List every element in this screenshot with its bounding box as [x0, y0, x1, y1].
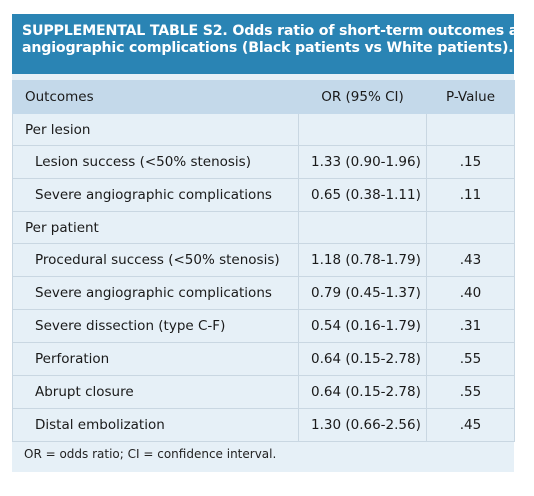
or-ci-cell: 1.30 (0.66-2.56) — [298, 408, 427, 442]
odds-ratio-table: Outcomes OR (95% CI) P-Value Per lesion … — [12, 80, 515, 442]
section-row-per-lesion: Per lesion — [12, 113, 515, 146]
table-row: Distal embolization 1.30 (0.66-2.56) .45 — [12, 408, 515, 442]
table-title-line-2: angiographic complications (Black patien… — [22, 40, 514, 56]
column-header-or-ci: OR (95% CI) — [298, 80, 427, 114]
p-value-cell: .15 — [426, 145, 515, 179]
p-value-cell: .40 — [426, 276, 515, 310]
outcome-cell: Lesion success (<50% stenosis) — [12, 145, 299, 179]
or-ci-cell: 0.64 (0.15-2.78) — [298, 375, 427, 409]
or-ci-cell: 1.33 (0.90-1.96) — [298, 145, 427, 179]
table-row: Perforation 0.64 (0.15-2.78) .55 — [12, 342, 515, 376]
outcome-cell: Procedural success (<50% stenosis) — [12, 243, 299, 277]
table-row: Severe angiographic complications 0.65 (… — [12, 178, 515, 212]
outcome-cell: Severe angiographic complications — [12, 276, 299, 310]
table-row: Abrupt closure 0.64 (0.15-2.78) .55 — [12, 375, 515, 409]
outcome-cell: Severe angiographic complications — [12, 178, 299, 212]
p-value-cell: .45 — [426, 408, 515, 442]
outcome-cell: Abrupt closure — [12, 375, 299, 409]
table-row: Procedural success (<50% stenosis) 1.18 … — [12, 243, 515, 277]
p-value-cell: .31 — [426, 309, 515, 343]
table-row: Severe dissection (type C-F) 0.54 (0.16-… — [12, 309, 515, 343]
or-ci-cell: 1.18 (0.78-1.79) — [298, 243, 427, 277]
table-title-line-1: SUPPLEMENTAL TABLE S2. Odds ratio of sho… — [22, 23, 534, 39]
section-label: Per lesion — [12, 113, 299, 146]
p-value-cell: .55 — [426, 375, 515, 409]
outcome-cell: Distal embolization — [12, 408, 299, 442]
table-header-row: Outcomes OR (95% CI) P-Value — [12, 80, 515, 114]
column-header-p-value: P-Value — [426, 80, 515, 114]
p-value-cell: .43 — [426, 243, 515, 277]
table-footnote: OR = odds ratio; CI = confidence interva… — [24, 447, 277, 461]
outcome-cell: Severe dissection (type C-F) — [12, 309, 299, 343]
or-ci-cell: 0.79 (0.45-1.37) — [298, 276, 427, 310]
or-ci-cell: 0.65 (0.38-1.11) — [298, 178, 427, 212]
column-header-outcomes: Outcomes — [12, 80, 299, 114]
section-label: Per patient — [12, 211, 299, 244]
table-row: Lesion success (<50% stenosis) 1.33 (0.9… — [12, 145, 515, 179]
table-title: SUPPLEMENTAL TABLE S2. Odds ratio of sho… — [12, 14, 534, 74]
section-row-per-patient: Per patient — [12, 211, 515, 244]
table-row: Severe angiographic complications 0.79 (… — [12, 276, 515, 310]
or-ci-cell: 0.64 (0.15-2.78) — [298, 342, 427, 376]
or-ci-cell: 0.54 (0.16-1.79) — [298, 309, 427, 343]
p-value-cell: .55 — [426, 342, 515, 376]
p-value-cell: .11 — [426, 178, 515, 212]
outcome-cell: Perforation — [12, 342, 299, 376]
